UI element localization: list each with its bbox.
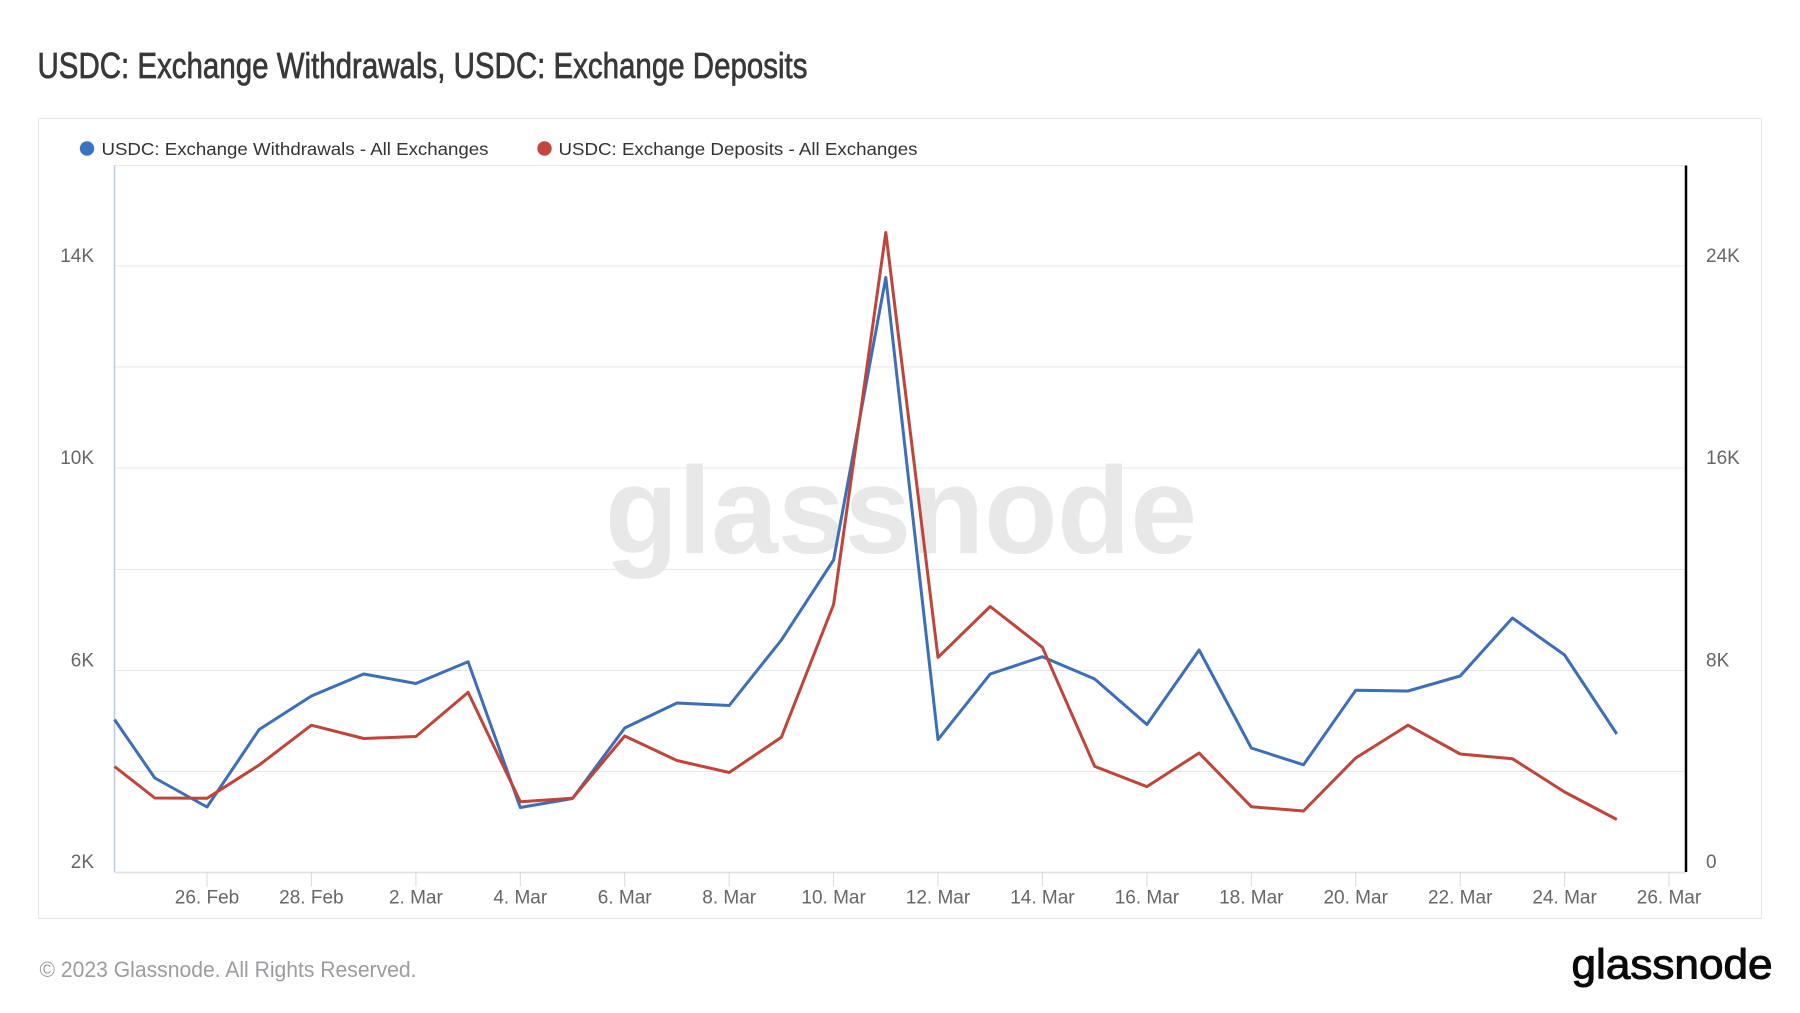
svg-text:4. Mar: 4. Mar bbox=[493, 888, 548, 909]
svg-text:10. Mar: 10. Mar bbox=[801, 888, 866, 909]
svg-text:6K: 6K bbox=[71, 651, 95, 672]
svg-text:20. Mar: 20. Mar bbox=[1323, 888, 1388, 909]
svg-text:18. Mar: 18. Mar bbox=[1219, 888, 1284, 909]
svg-text:6. Mar: 6. Mar bbox=[598, 888, 653, 909]
svg-text:16K: 16K bbox=[1706, 448, 1740, 469]
svg-text:26. Feb: 26. Feb bbox=[175, 888, 239, 909]
svg-text:2. Mar: 2. Mar bbox=[389, 888, 444, 909]
svg-text:24K: 24K bbox=[1706, 246, 1740, 267]
svg-text:24. Mar: 24. Mar bbox=[1532, 888, 1597, 909]
svg-text:© 2023 Glassnode. All Rights R: © 2023 Glassnode. All Rights Reserved. bbox=[40, 957, 417, 982]
svg-text:12. Mar: 12. Mar bbox=[906, 888, 971, 909]
svg-text:USDC: Exchange Withdrawals - A: USDC: Exchange Withdrawals - All Exchang… bbox=[102, 139, 489, 159]
svg-text:28. Feb: 28. Feb bbox=[279, 888, 343, 909]
svg-text:10K: 10K bbox=[60, 448, 94, 469]
svg-text:8. Mar: 8. Mar bbox=[702, 888, 757, 909]
svg-text:14K: 14K bbox=[60, 246, 94, 267]
svg-text:USDC: Exchange Deposits - All: USDC: Exchange Deposits - All Exchanges bbox=[559, 139, 918, 159]
svg-text:14. Mar: 14. Mar bbox=[1010, 888, 1075, 909]
svg-text:8K: 8K bbox=[1706, 651, 1730, 672]
svg-text:USDC: Exchange Withdrawals, US: USDC: Exchange Withdrawals, USDC: Exchan… bbox=[38, 45, 808, 86]
svg-text:26. Mar: 26. Mar bbox=[1637, 888, 1702, 909]
svg-text:0: 0 bbox=[1706, 852, 1717, 873]
svg-text:glassnode: glassnode bbox=[605, 443, 1197, 580]
svg-text:glassnode: glassnode bbox=[1572, 941, 1773, 988]
svg-text:2K: 2K bbox=[71, 852, 95, 873]
svg-text:22. Mar: 22. Mar bbox=[1428, 888, 1493, 909]
svg-text:16. Mar: 16. Mar bbox=[1115, 888, 1180, 909]
